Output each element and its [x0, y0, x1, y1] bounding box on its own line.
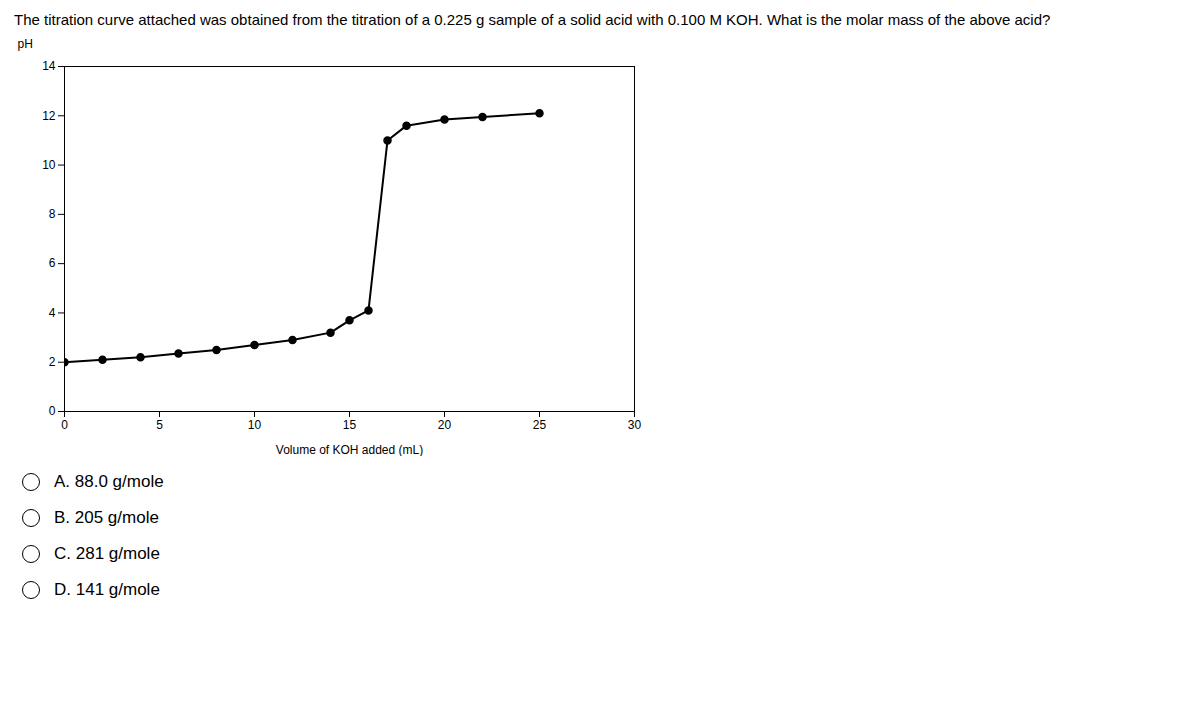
svg-text:6: 6 [49, 257, 56, 271]
svg-text:10: 10 [42, 158, 56, 172]
svg-text:Volume of KOH added (mL): Volume of KOH added (mL) [276, 443, 423, 457]
svg-text:25: 25 [533, 418, 547, 432]
html-text:C. 281 g/mole: C. 281 g/mole [54, 544, 160, 564]
html-text:B. 205 g/mole: B. 205 g/mole [54, 508, 159, 528]
svg-text:4: 4 [49, 306, 56, 320]
svg-text:5: 5 [156, 418, 163, 432]
html-text:The titration curve attached w: The titration curve attached was obtaine… [14, 11, 1051, 28]
svg-text:30: 30 [628, 418, 642, 432]
svg-text:10: 10 [248, 418, 262, 432]
svg-text:12: 12 [42, 109, 56, 123]
svg-text:pH: pH [18, 37, 33, 51]
svg-text:0: 0 [49, 405, 56, 419]
svg-text:2: 2 [49, 355, 56, 369]
svg-text:20: 20 [438, 418, 452, 432]
svg-text:15: 15 [343, 418, 357, 432]
svg-text:14: 14 [42, 60, 56, 74]
svg-text:8: 8 [49, 207, 56, 221]
html-text:A. 88.0 g/mole: A. 88.0 g/mole [54, 472, 164, 492]
html-text:D. 141 g/mole: D. 141 g/mole [54, 580, 160, 600]
svg-text:0: 0 [61, 418, 68, 432]
